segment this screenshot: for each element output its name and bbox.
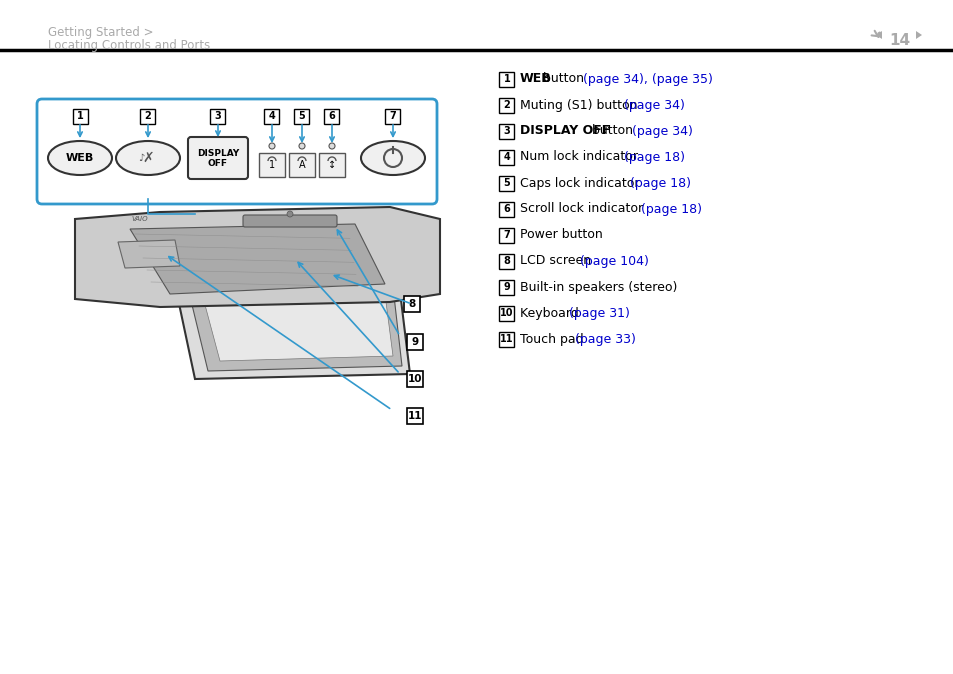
Text: 7: 7 [389,111,395,121]
FancyBboxPatch shape [499,305,514,321]
FancyBboxPatch shape [407,408,422,424]
Text: 2: 2 [145,111,152,121]
FancyBboxPatch shape [407,334,422,350]
Text: Scroll lock indicator: Scroll lock indicator [519,202,646,216]
Text: 1: 1 [503,74,510,84]
Text: 2: 2 [503,100,510,110]
Text: button: button [538,73,587,86]
FancyBboxPatch shape [407,371,422,387]
Text: 9: 9 [411,337,418,347]
Text: 6: 6 [503,204,510,214]
FancyBboxPatch shape [499,175,514,191]
Text: 1: 1 [269,160,274,170]
Text: (page 104): (page 104) [579,255,649,268]
FancyBboxPatch shape [499,253,514,268]
Text: Power button: Power button [519,228,602,241]
Text: 11: 11 [407,411,422,421]
Polygon shape [130,224,385,294]
FancyBboxPatch shape [499,71,514,86]
Text: ✗: ✗ [142,151,153,165]
FancyBboxPatch shape [499,228,514,243]
Text: 8: 8 [503,256,510,266]
Text: Caps lock indicator: Caps lock indicator [519,177,643,189]
Text: 5: 5 [298,111,305,121]
Polygon shape [875,31,882,39]
Polygon shape [915,31,921,39]
Text: 6: 6 [328,111,335,121]
FancyBboxPatch shape [324,109,339,123]
Text: button: button [588,125,637,137]
Polygon shape [172,217,401,371]
Text: (page 31): (page 31) [569,307,630,319]
Text: LCD screen: LCD screen [519,255,595,268]
FancyBboxPatch shape [140,109,155,123]
Text: 7: 7 [503,230,510,240]
Text: (page 18): (page 18) [640,202,701,216]
Text: 9: 9 [503,282,510,292]
Text: WEB: WEB [519,73,551,86]
Text: 4: 4 [269,111,275,121]
FancyBboxPatch shape [289,153,314,177]
Text: 10: 10 [499,308,514,318]
Text: 4: 4 [503,152,510,162]
Text: VAIO: VAIO [132,216,148,222]
FancyBboxPatch shape [499,332,514,346]
Text: (page 34): (page 34) [632,125,692,137]
Text: DISPLAY: DISPLAY [196,150,239,158]
Text: (page 34): (page 34) [624,98,684,111]
FancyBboxPatch shape [499,280,514,295]
Polygon shape [75,207,439,307]
Text: Num lock indicator: Num lock indicator [519,150,641,164]
Text: WEB: WEB [66,153,94,163]
FancyBboxPatch shape [499,202,514,216]
Circle shape [269,143,274,149]
Text: (page 33): (page 33) [575,332,636,346]
Text: ♪: ♪ [138,153,144,163]
Text: 5: 5 [503,178,510,188]
FancyBboxPatch shape [403,296,419,312]
Text: 8: 8 [408,299,416,309]
FancyBboxPatch shape [243,215,336,227]
FancyBboxPatch shape [258,153,285,177]
Text: 10: 10 [407,374,422,384]
FancyBboxPatch shape [37,99,436,204]
FancyBboxPatch shape [385,109,400,123]
Text: 1: 1 [76,111,83,121]
Text: Locating Controls and Ports: Locating Controls and Ports [48,39,210,52]
Text: Keyboard: Keyboard [519,307,582,319]
FancyBboxPatch shape [211,109,225,123]
Text: Getting Started >: Getting Started > [48,26,153,39]
Text: Touch pad: Touch pad [519,332,587,346]
Text: ↕: ↕ [328,160,335,170]
Text: (page 34), (page 35): (page 34), (page 35) [582,73,712,86]
Ellipse shape [360,141,424,175]
Text: 14: 14 [888,33,909,48]
Text: 3: 3 [503,126,510,136]
Polygon shape [185,225,393,361]
Text: Built-in speakers (stereo): Built-in speakers (stereo) [519,280,677,293]
Polygon shape [160,209,410,379]
Text: OFF: OFF [208,158,228,168]
Text: DISPLAY OFF: DISPLAY OFF [519,125,610,137]
Text: A: A [298,160,305,170]
Circle shape [329,143,335,149]
FancyBboxPatch shape [499,150,514,164]
FancyBboxPatch shape [294,109,309,123]
FancyBboxPatch shape [188,137,248,179]
Text: 3: 3 [214,111,221,121]
Text: (page 18): (page 18) [629,177,690,189]
FancyBboxPatch shape [318,153,345,177]
Ellipse shape [48,141,112,175]
FancyBboxPatch shape [264,109,279,123]
Ellipse shape [116,141,180,175]
Text: Muting (S1) button: Muting (S1) button [519,98,640,111]
FancyBboxPatch shape [72,109,88,123]
Text: (page 18): (page 18) [624,150,685,164]
Polygon shape [118,240,180,268]
Circle shape [298,143,305,149]
FancyBboxPatch shape [499,98,514,113]
FancyBboxPatch shape [499,123,514,138]
Circle shape [287,211,293,217]
Text: 11: 11 [499,334,514,344]
